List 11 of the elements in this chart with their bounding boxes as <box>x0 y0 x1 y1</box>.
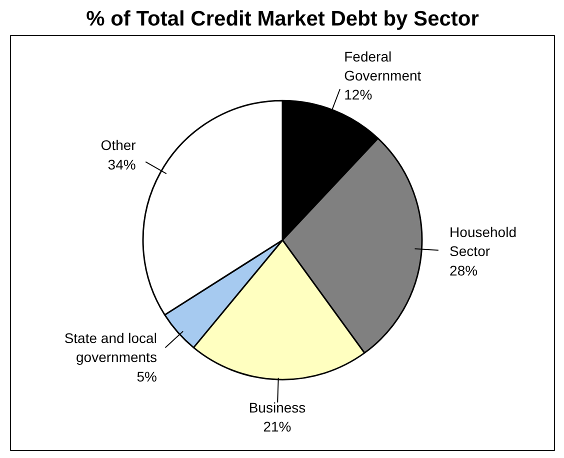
chart-title: % of Total Credit Market Debt by Sector <box>86 8 479 30</box>
slice-label: State and local governments <box>64 330 157 366</box>
data-label: 34% <box>108 156 136 172</box>
slice-label: Other <box>100 137 136 154</box>
slice-label: Household Sector <box>450 224 516 260</box>
data-label: 21% <box>263 418 292 435</box>
slice-label: Federal Government <box>344 48 422 84</box>
slice-label: Business <box>248 399 306 416</box>
data-label: 12% <box>344 86 372 103</box>
data-label: 28% <box>450 262 478 278</box>
data-label: 5% <box>136 368 157 384</box>
